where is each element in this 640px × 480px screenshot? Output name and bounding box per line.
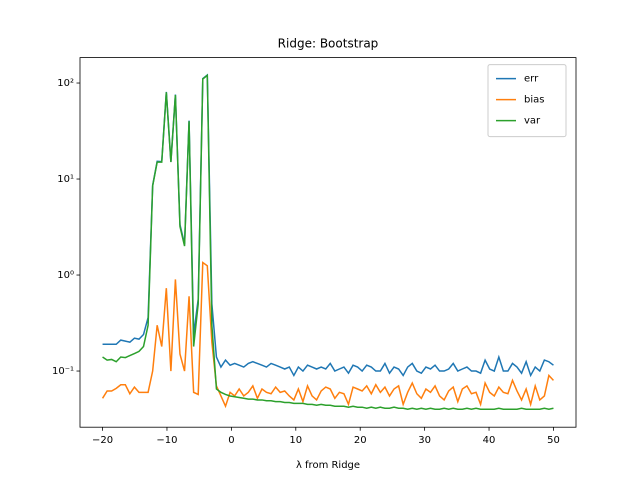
series-line [102,73,554,411]
x-tick-label: 20 [354,435,367,446]
y-tick-label: 10⁰ [57,270,74,281]
y-tick-label: 10² [57,78,74,89]
legend-label: err [524,74,539,85]
x-tick-label: 40 [483,435,496,446]
legend-label: bias [524,95,544,106]
x-tick-label: 10 [289,435,302,446]
x-tick-label: 30 [418,435,431,446]
x-axis-label: λ from Ridge [296,460,360,471]
x-tick-label: −10 [156,435,177,446]
legend-label: var [524,116,541,127]
legend-box [487,64,567,138]
chart-title: Ridge: Bootstrap [278,37,379,51]
x-tick-label: 50 [547,435,560,446]
y-tick-label: 10⁻¹ [52,366,74,377]
y-tick-label: 10¹ [57,174,74,185]
x-tick-label: 0 [228,435,234,446]
series-line [101,261,554,409]
x-tick-label: −20 [92,435,113,446]
plot-frame [79,57,577,428]
series-line [102,73,554,378]
